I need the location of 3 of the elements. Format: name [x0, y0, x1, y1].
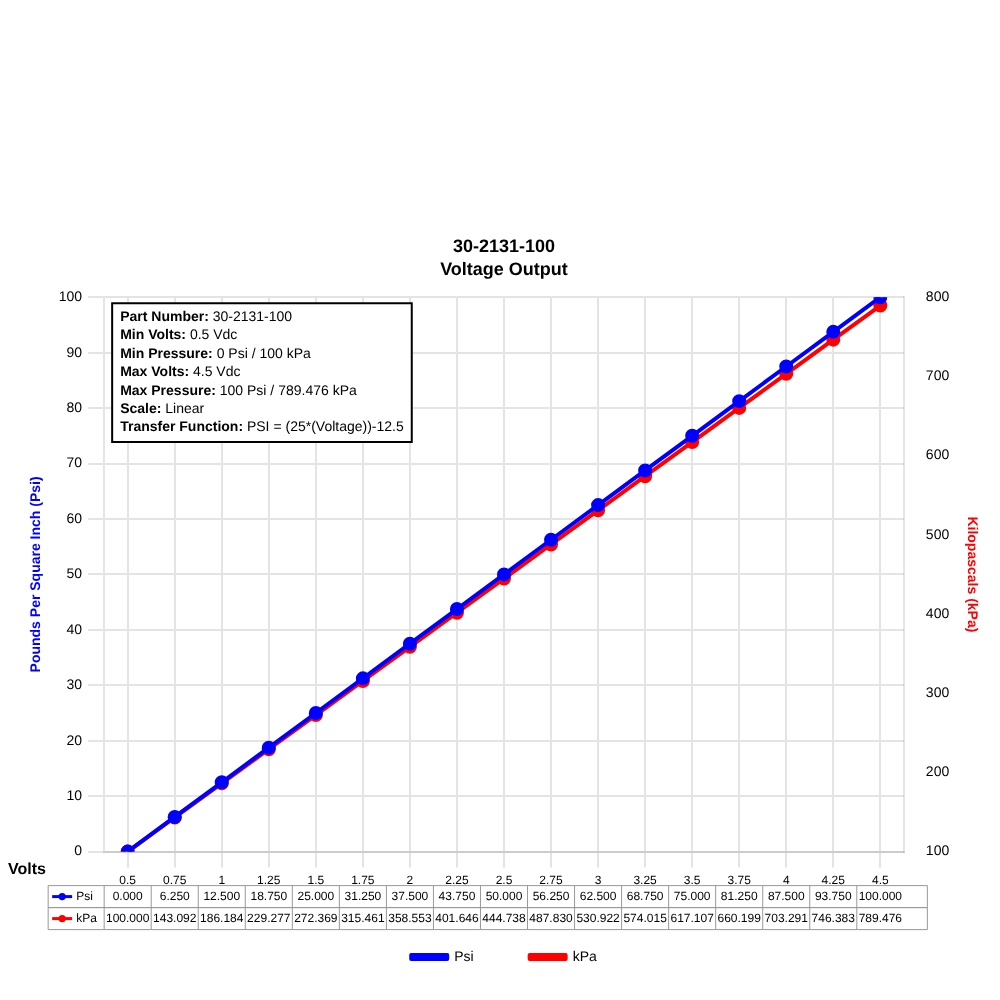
- chart-subtitle: Voltage Output: [440, 259, 568, 280]
- x-axis-title: Volts: [8, 860, 48, 879]
- chart-title: 30-2131-100: [452, 235, 556, 256]
